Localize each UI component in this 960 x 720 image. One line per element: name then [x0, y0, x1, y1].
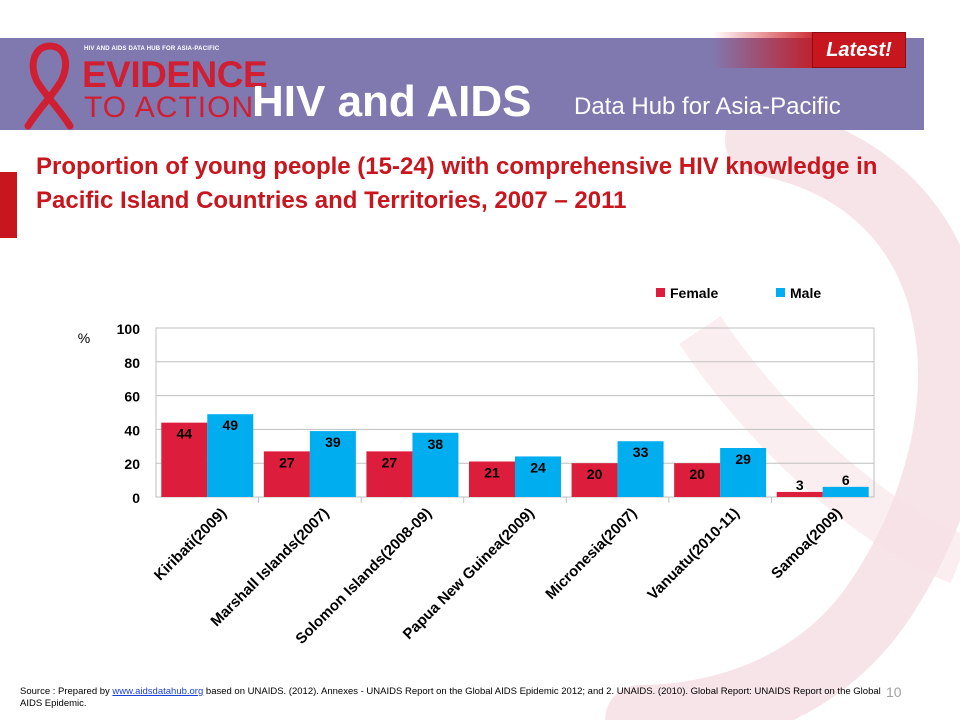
- data-label-male: 49: [222, 417, 238, 433]
- x-category-label: Micronesia(2007): [542, 505, 640, 603]
- y-tick-label: 20: [124, 456, 140, 472]
- data-label-female: 20: [587, 466, 603, 482]
- legend-swatch-female: [656, 288, 665, 297]
- x-category-label: Vanuatu(2010-11): [644, 505, 743, 604]
- data-label-female: 27: [382, 454, 398, 470]
- bar-female: [161, 422, 208, 497]
- red-ribbon-icon: [24, 42, 74, 130]
- bar-female: [263, 451, 310, 497]
- bar-male: [412, 432, 459, 497]
- x-category-label: Kiribati(2009): [151, 505, 230, 584]
- bar-male: [207, 414, 254, 497]
- source-suffix: based on UNAIDS. (2012). Annexes - UNAID…: [20, 686, 881, 709]
- y-axis-label: %: [78, 330, 90, 346]
- bar-male: [515, 456, 561, 497]
- source-link[interactable]: www.aidsdatahub.org: [112, 686, 204, 697]
- legend-swatch-male: [776, 288, 785, 297]
- bar-female: [469, 461, 515, 497]
- bar-female: [674, 463, 721, 497]
- bar-male: [720, 447, 767, 497]
- bar-male: [309, 431, 356, 497]
- x-category-label: Marshall Islands(2007): [207, 505, 332, 630]
- source-prefix: Source : Prepared by: [20, 686, 113, 697]
- bar-female: [776, 491, 823, 497]
- slide-title: Proportion of young people (15-24) with …: [36, 153, 878, 214]
- bar-female: [571, 463, 618, 497]
- data-label-female: 21: [484, 465, 500, 481]
- logo-tagline: HIV AND AIDS DATA HUB FOR ASIA-PACIFIC: [84, 46, 220, 52]
- bar-male: [822, 486, 869, 497]
- y-tick-label: 80: [124, 355, 140, 371]
- data-label-female: 44: [176, 426, 192, 442]
- brand-title: HIV and AIDS: [252, 77, 532, 126]
- y-tick-label: 100: [117, 321, 141, 337]
- data-label-female: 27: [279, 454, 295, 470]
- title-accent-bar: [0, 172, 17, 238]
- data-label-female: 20: [689, 466, 705, 482]
- legend-label-female: Female: [670, 285, 718, 301]
- latest-badge[interactable]: Latest!: [812, 32, 906, 68]
- bar-female: [366, 451, 413, 497]
- data-label-male: 33: [633, 444, 649, 460]
- logo-to-action-text: TO ACTION: [84, 91, 255, 124]
- brand-subtitle: Data Hub for Asia-Pacific: [574, 93, 841, 120]
- data-label-male: 39: [325, 434, 341, 450]
- bar-male: [617, 441, 664, 497]
- source-footnote: Source : Prepared by www.aidsdatahub.org…: [20, 686, 900, 710]
- data-label-male: 24: [530, 459, 546, 475]
- evidence-to-action-logo: HIV AND AIDS DATA HUB FOR ASIA-PACIFIC E…: [18, 40, 268, 132]
- data-label-male: 6: [842, 472, 850, 488]
- data-label-male: 38: [428, 436, 444, 452]
- y-tick-label: 40: [124, 422, 140, 438]
- logo-evidence-text: EVIDENCE: [82, 54, 268, 95]
- y-tick-label: 60: [124, 389, 140, 405]
- x-category-label: Samoa(2009): [768, 505, 845, 582]
- page-number: 10: [886, 684, 902, 700]
- legend-label-male: Male: [790, 285, 821, 301]
- data-label-male: 29: [735, 451, 751, 467]
- bar-chart: 0 20 40 60 80 100% 44 49 Kiribati(2009) 27 39 Marsh…: [78, 285, 875, 648]
- data-label-female: 3: [796, 477, 804, 493]
- latest-badge-gradient: [712, 32, 814, 68]
- y-tick-label: 0: [132, 490, 140, 506]
